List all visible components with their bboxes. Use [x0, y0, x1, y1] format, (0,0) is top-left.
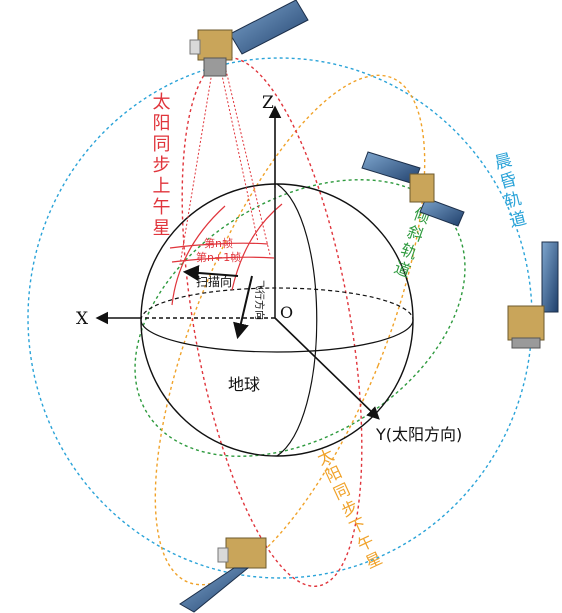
flight-direction-arrow — [233, 275, 253, 340]
satellite-icon — [179, 537, 267, 613]
satellite-icon — [507, 241, 559, 349]
scan-frames — [169, 203, 283, 306]
satellite-icon — [361, 151, 465, 227]
y-axis — [274, 317, 380, 420]
equator-back — [140, 287, 414, 321]
equator-front — [140, 319, 414, 353]
z-axis-label: Z — [262, 93, 274, 113]
frame-n1-label: 第n+1帧 — [196, 250, 241, 264]
inclined-label: 倾斜轨道 — [389, 204, 433, 282]
x-axis-label: X — [76, 309, 89, 329]
y-axis-label: Y(太阳方向) — [375, 425, 462, 444]
dawn-dusk-label: 晨昏轨道 — [489, 150, 528, 233]
meridian-front — [276, 183, 318, 457]
sensor-footprint — [179, 65, 271, 266]
satellite-icon — [189, 0, 309, 77]
flight-direction-label: 飞行方向 — [253, 280, 266, 320]
frame-n-label: 第n帧 — [204, 236, 233, 250]
sun-sync-pm-orbit — [154, 74, 426, 586]
earth-label: 地球 — [228, 375, 260, 394]
origin-label: O — [280, 303, 293, 322]
sun-sync-pm-label: 太阳同步下午星 — [312, 446, 385, 575]
sun-sync-am-label: 太阳同步上午星 — [150, 92, 171, 239]
scan-direction-arrow — [182, 265, 239, 281]
scan-direction-label: 扫描向 — [196, 274, 232, 289]
